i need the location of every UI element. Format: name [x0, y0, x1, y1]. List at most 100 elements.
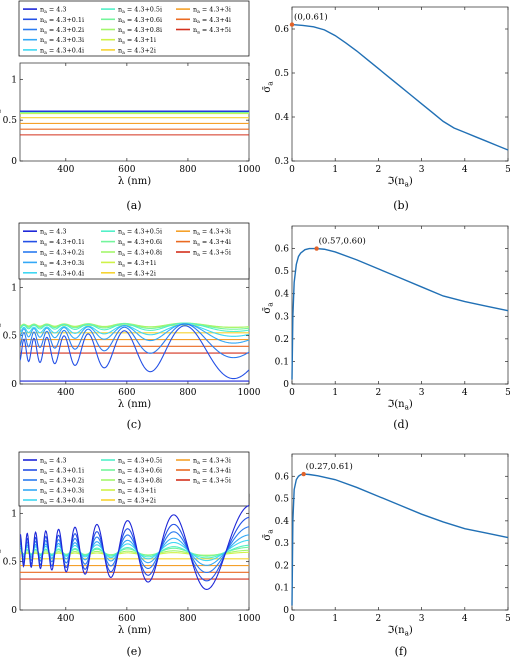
legend-label: na = 4.3+5i — [193, 249, 231, 258]
y-axis-label-b: σ̄a — [262, 81, 275, 93]
legend-label: na = 4.3+2i — [118, 46, 156, 55]
y-tick-label: 0.3 — [275, 312, 290, 322]
x-tick-label: 1000 — [238, 388, 261, 398]
series-line — [20, 534, 249, 566]
x-tick-label: 3 — [419, 165, 425, 175]
legend-label: na = 4.3+0.8i — [118, 26, 162, 35]
legend-label: na = 4.3+3i — [193, 6, 231, 15]
series-line — [20, 322, 249, 333]
x-tick-label: 600 — [118, 388, 135, 398]
caption-e: (e) — [126, 645, 141, 658]
x-tick-label: 0 — [289, 165, 295, 175]
series-line — [291, 247, 509, 380]
legend-label: na = 4.3 — [40, 6, 66, 15]
series-line — [20, 322, 249, 330]
y-tick-label: 0 — [11, 606, 17, 616]
x-axis-label-c: λ (nm) — [118, 399, 151, 410]
x-tick-label: 2 — [376, 388, 382, 398]
legend-label: na = 4.3+0.1i — [40, 467, 84, 476]
x-axis-label-d: ℑ(na) — [387, 399, 413, 412]
series-line — [20, 323, 249, 337]
legend-label: na = 4.3+0.1i — [40, 16, 84, 25]
y-tick-label: 0.1 — [275, 584, 289, 594]
legend-label: na = 4.3+0.6i — [118, 16, 162, 25]
caption-a: (a) — [126, 199, 141, 212]
legend-label: na = 4.3+0.4i — [40, 497, 84, 506]
x-tick-label: 3 — [419, 388, 425, 398]
legend-label: na = 4.3+0.2i — [40, 249, 84, 258]
y-tick-label: 0.5 — [3, 558, 18, 568]
legend-label: na = 4.3+0.4i — [40, 269, 84, 278]
series-line — [20, 544, 249, 559]
legend-label: na = 4.3+0.5i — [118, 6, 162, 15]
y-tick-label: 0.5 — [3, 116, 18, 126]
legend-label: na = 4.3+0.8i — [118, 249, 162, 258]
x-tick-label: 4 — [462, 388, 468, 398]
y-tick-label: 0 — [283, 380, 289, 390]
series-line — [20, 323, 249, 344]
legend-box-e — [18, 451, 250, 507]
legend-label: na = 4.3+0.1i — [40, 238, 84, 247]
series-line — [20, 549, 249, 556]
x-tick-label: 4 — [462, 614, 468, 624]
y-tick-label: 0.5 — [275, 495, 290, 505]
x-tick-label: 600 — [118, 165, 135, 175]
legend-label: na = 4.3+0.6i — [118, 238, 162, 247]
y-tick-label: 0.6 — [275, 472, 290, 482]
y-axis-label-d: σ̄a — [262, 302, 275, 314]
x-tick-label: 800 — [179, 614, 196, 624]
legend-label: na = 4.3+0.6i — [118, 467, 162, 476]
y-axis-label-c: σa — [0, 323, 3, 335]
x-axis-label-e: λ (nm) — [118, 625, 151, 636]
x-tick-label: 0 — [289, 614, 295, 624]
legend-label: na = 4.3+4i — [193, 238, 231, 247]
legend-label: na = 4.3 — [40, 457, 66, 466]
y-axis-label-f: σ̄a — [262, 529, 275, 541]
series-line — [20, 516, 249, 582]
annotation-label: (0.57,0.60) — [319, 236, 366, 247]
x-tick-label: 4 — [462, 165, 468, 175]
series-line — [291, 473, 509, 606]
legend-label: na = 4.3+2i — [118, 497, 156, 506]
annotation-marker — [289, 22, 295, 27]
x-tick-label: 5 — [505, 165, 510, 175]
y-tick-label: 0.1 — [275, 357, 289, 367]
axes-frame-d — [291, 225, 509, 385]
chart-d: 0 1 2 3 4 5 0 0.1 0.2 0.3 0.4 0.5 0.6 ℑ(na) σ̄a (0.57,0… — [262, 225, 510, 412]
series-line — [20, 323, 249, 359]
axes-frame-b — [291, 6, 509, 162]
legend-label: na = 4.3+0.4i — [40, 46, 84, 55]
legend-label: na = 4.3+0.5i — [118, 457, 162, 466]
y-tick-label: 0.3 — [275, 539, 290, 549]
x-tick-label: 1 — [332, 165, 338, 175]
x-axis-label-a: λ (nm) — [118, 176, 151, 187]
caption-c: (c) — [127, 418, 142, 431]
y-tick-label: 0.5 — [275, 267, 290, 277]
y-tick-label: 1 — [11, 75, 17, 85]
axes-frame-f — [291, 453, 509, 611]
legend-label: na = 4.3+2i — [118, 269, 156, 278]
y-tick-label: 0.4 — [275, 517, 290, 527]
y-tick-label: 0.2 — [275, 335, 289, 345]
y-tick-label: 0 — [11, 157, 17, 167]
x-tick-label: 2 — [376, 614, 382, 624]
legend-label: na = 4.3+0.3i — [40, 487, 84, 496]
legend-label: na = 4.3+5i — [193, 26, 231, 35]
y-tick-label: 1 — [11, 283, 17, 293]
x-tick-label: 3 — [419, 614, 425, 624]
y-tick-label: 0.3 — [275, 157, 290, 167]
annotation-label: (0.27,0.61) — [306, 461, 353, 472]
x-tick-label: 0 — [289, 388, 295, 398]
legend-label: na = 4.3+5i — [193, 477, 231, 486]
caption-d: (d) — [393, 418, 409, 431]
y-tick-label: 0.6 — [275, 245, 290, 255]
annotation-label: (0,0.61) — [294, 12, 328, 23]
legend-label: na = 4.3+4i — [193, 467, 231, 476]
series-line — [20, 325, 249, 380]
legend-label: na = 4.3+3i — [193, 228, 231, 237]
series-line — [291, 23, 509, 151]
x-tick-label: 1000 — [238, 165, 261, 175]
